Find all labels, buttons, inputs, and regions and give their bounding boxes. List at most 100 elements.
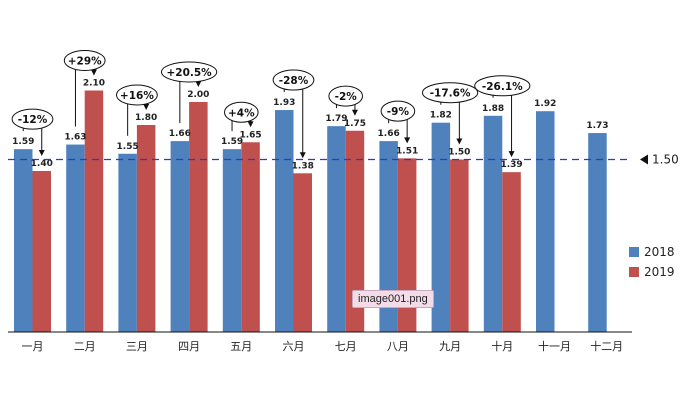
x-tick-label-12: 十二月 (590, 339, 623, 353)
x-tick-label-6: 六月 (283, 340, 305, 353)
value-label-2018-12: 1.73 (586, 121, 608, 131)
change-label-3: +16% (120, 90, 154, 102)
value-label-2019-5: 1.65 (239, 130, 261, 140)
change-arrow-5 (247, 121, 254, 128)
x-tick-label-1: 一月 (22, 340, 44, 353)
value-label-2018-9: 1.82 (430, 111, 452, 121)
bar-2019-3 (136, 125, 156, 332)
change-label-9: -17.6% (430, 88, 471, 100)
bar-2019-8 (397, 158, 417, 332)
value-labels-layer: 1.591.401.632.101.551.801.662.001.591.65… (12, 79, 608, 172)
x-tick-label-11: 十一月 (538, 339, 571, 353)
value-label-2018-1: 1.59 (12, 137, 34, 147)
change-arrow-8 (404, 137, 411, 144)
bar-2019-10 (502, 172, 521, 332)
x-tick-label-10: 十月 (491, 339, 513, 353)
change-arrow-7 (351, 109, 358, 116)
value-label-2018-11: 1.92 (534, 99, 556, 109)
bar-2018-6 (275, 110, 294, 332)
change-arrow-1 (38, 150, 45, 156)
value-label-2018-5: 1.59 (221, 137, 243, 147)
change-label-5: +4% (228, 107, 255, 119)
change-arrow-4 (195, 81, 202, 87)
bars-layer (14, 90, 607, 333)
legend-label-2019: 2019 (644, 265, 675, 279)
value-label-2018-10: 1.88 (482, 104, 504, 114)
value-label-2019-1: 1.40 (31, 159, 53, 169)
bar-2019-4 (189, 102, 208, 332)
x-tick-label-8: 八月 (387, 340, 409, 353)
bar-2018-7 (327, 126, 346, 333)
value-label-2019-3: 1.80 (135, 113, 157, 123)
x-tick-label-9: 九月 (439, 340, 461, 353)
bar-2018-5 (222, 149, 242, 332)
reference-marker-icon (640, 154, 648, 165)
bar-2019-7 (345, 130, 365, 332)
x-tick-label-4: 四月 (178, 340, 200, 353)
bar-2018-12 (588, 133, 607, 332)
value-label-2018-6: 1.93 (273, 98, 295, 108)
legend-swatch-2018 (629, 247, 639, 257)
legend: 2018 2019 (629, 245, 675, 279)
change-bubble-8 (380, 100, 416, 122)
change-bubble-5 (224, 101, 259, 123)
change-label-10: -26.1% (482, 81, 523, 93)
bar-2018-9 (431, 122, 451, 332)
change-label-6: -28% (279, 75, 309, 87)
change-bubble-3 (115, 84, 158, 106)
value-label-2018-7: 1.79 (325, 114, 347, 124)
annotations-layer: -12% +29% +16% +20.5% +4% -28% -2% -9% -17.6% -26… (11, 50, 531, 159)
x-tick-label-2: 二月 (74, 340, 96, 353)
change-bubble-7 (328, 85, 364, 107)
change-arrow-2 (90, 69, 97, 76)
bar-2018-4 (170, 141, 190, 332)
value-label-2018-4: 1.66 (169, 129, 191, 139)
value-label-2019-8: 1.51 (396, 146, 418, 156)
bar-2018-11 (536, 111, 555, 332)
change-label-1: -12% (18, 114, 48, 126)
value-label-2019-4: 2.00 (187, 90, 209, 100)
bar-2018-8 (379, 141, 398, 332)
bar-2018-10 (483, 115, 503, 332)
value-label-2018-3: 1.55 (117, 142, 139, 152)
value-label-2018-2: 1.63 (64, 133, 86, 143)
change-label-2: +29% (68, 56, 102, 68)
x-tick-label-3: 三月 (126, 340, 148, 353)
value-label-2019-9: 1.50 (448, 148, 470, 158)
reference-line-layer: 1.50 (8, 153, 679, 167)
bar-2019-9 (450, 159, 469, 332)
change-label-4: +20.5% (166, 67, 212, 79)
value-label-2019-10: 1.39 (500, 160, 522, 170)
value-label-2019-2: 2.10 (83, 79, 105, 89)
change-bubble-1 (11, 108, 54, 130)
image-filename-tooltip: image001.png (352, 290, 434, 308)
x-tick-labels-layer: 一月 二月 三月 四月 五月 六月 七月 八月 九月 十月 十一月 十二月 (22, 339, 624, 353)
reference-label: 1.50 (652, 153, 679, 167)
x-tick-label-7: 七月 (335, 340, 357, 353)
change-arrow-9 (456, 138, 463, 145)
change-arrow-10 (508, 151, 515, 158)
change-bubble-6 (272, 69, 315, 91)
change-arrow-6 (299, 152, 306, 159)
value-label-2019-7: 1.75 (344, 119, 366, 129)
bar-2019-1 (32, 171, 51, 332)
change-label-7: -2% (335, 91, 358, 103)
change-arrow-3 (143, 104, 150, 110)
value-label-2018-8: 1.66 (378, 129, 400, 139)
bar-2018-2 (66, 144, 85, 332)
x-tick-label-5: 五月 (230, 340, 252, 353)
change-bubble-4 (161, 61, 218, 83)
value-label-2019-6: 1.38 (292, 161, 314, 171)
change-bubble-9 (422, 82, 479, 104)
bar-2019-5 (241, 142, 260, 332)
legend-label-2018: 2018 (644, 245, 675, 259)
change-bubble-2 (63, 50, 106, 71)
bar-2019-6 (293, 173, 312, 332)
change-bubble-10 (474, 75, 531, 97)
legend-swatch-2019 (629, 267, 639, 277)
bar-2018-3 (118, 153, 137, 332)
bar-2018-1 (14, 149, 33, 332)
change-label-8: -9% (387, 106, 410, 118)
bar-2019-2 (84, 90, 104, 332)
